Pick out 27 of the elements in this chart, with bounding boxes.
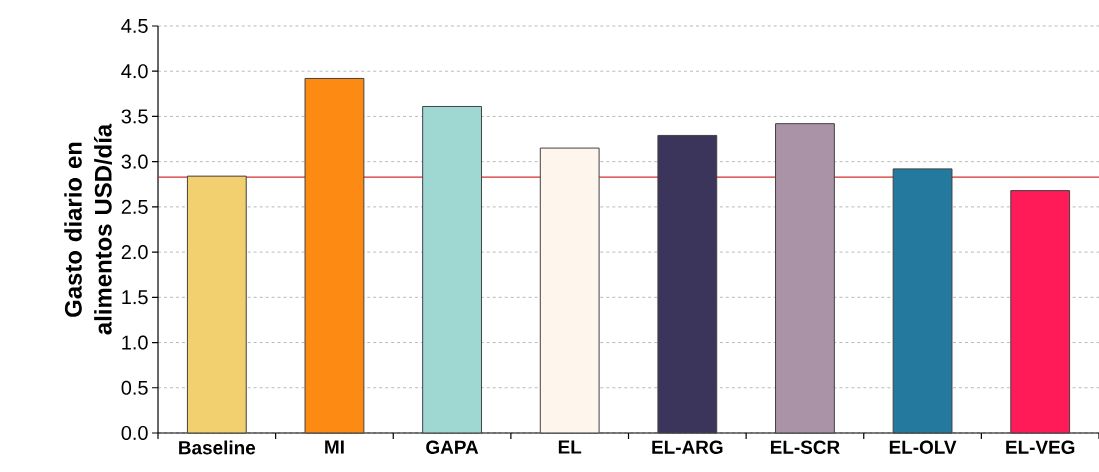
y-tick-label: 1.5	[122, 290, 148, 305]
bar	[892, 168, 953, 434]
x-tick-label: EL-ARG	[652, 440, 723, 454]
bar	[1010, 190, 1071, 434]
y-tick-label: 1.0	[122, 335, 148, 350]
y-tick-label: 2.5	[121, 199, 148, 214]
x-tick-label: GAPA	[426, 440, 479, 454]
bar	[304, 77, 365, 434]
x-tick-label: EL-SCR	[770, 440, 840, 454]
y-tick-label: 3.5	[121, 109, 148, 124]
bar	[775, 123, 835, 434]
bar	[422, 105, 482, 434]
y-tick-label: 4.0	[121, 64, 148, 79]
x-tick-label: MI	[325, 440, 344, 454]
y-tick-label: 4.5	[121, 19, 148, 33]
bar	[539, 147, 600, 434]
x-tick-label: Baseline	[179, 440, 256, 455]
y-tick-label: 3.0	[121, 154, 148, 169]
y-axis-title: Gasto diario en alimentos USD/día	[64, 123, 112, 335]
x-tick-label: EL	[558, 440, 582, 454]
y-tick-label: 2.0	[121, 245, 148, 260]
bar	[186, 175, 247, 434]
y-tick-label: 0.5	[121, 380, 148, 395]
bar	[657, 134, 718, 434]
x-tick-label: EL-VEG	[1006, 440, 1075, 454]
y-tick-label: 0.0	[121, 425, 148, 441]
x-tick-label: EL-OLV	[889, 440, 957, 454]
